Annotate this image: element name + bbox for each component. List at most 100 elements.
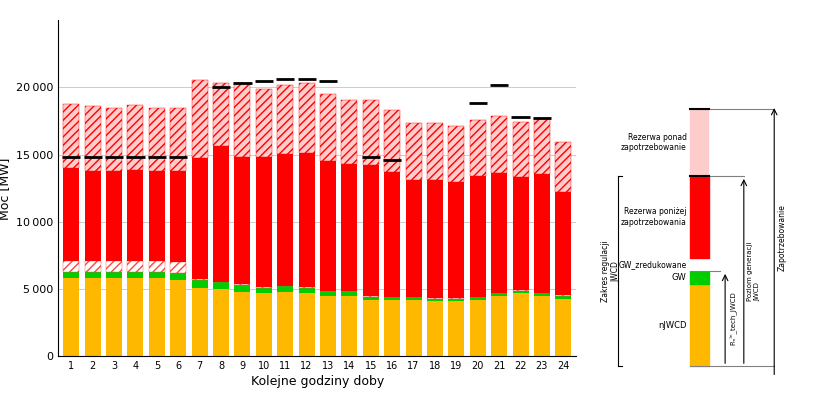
Bar (235, 284, 250, 285)
Bar (513, 122, 529, 177)
Bar (384, 300, 400, 356)
Bar (299, 153, 315, 287)
Bar (406, 296, 422, 297)
Bar (362, 100, 379, 165)
Bar (384, 297, 400, 300)
Bar (690, 284, 709, 366)
Bar (235, 83, 250, 157)
Bar (320, 290, 336, 291)
Bar (342, 100, 357, 164)
Bar (149, 272, 164, 278)
Bar (534, 174, 550, 292)
Bar (235, 285, 250, 292)
Bar (690, 109, 709, 176)
Bar (342, 291, 357, 296)
Bar (427, 298, 443, 301)
Bar (299, 287, 315, 288)
Bar (106, 261, 122, 272)
Bar (320, 291, 336, 296)
Bar (277, 85, 293, 154)
Bar (84, 278, 101, 356)
Bar (149, 278, 164, 356)
Bar (106, 171, 122, 261)
Bar (320, 94, 336, 162)
Bar (690, 271, 709, 284)
Bar (191, 279, 208, 280)
Bar (191, 80, 208, 158)
Bar (63, 261, 79, 272)
Bar (128, 170, 144, 261)
Bar (170, 171, 186, 262)
Bar (170, 280, 186, 356)
Bar (170, 262, 186, 273)
Bar (106, 278, 122, 356)
Text: nJWCD: nJWCD (658, 321, 686, 330)
Bar (555, 142, 571, 192)
Bar (491, 173, 507, 292)
Bar (106, 272, 122, 278)
Bar (406, 123, 422, 179)
Text: GW: GW (672, 273, 686, 282)
Bar (149, 108, 164, 171)
Bar (362, 165, 379, 296)
Bar (534, 292, 550, 293)
Y-axis label: Moc [MW]: Moc [MW] (0, 157, 11, 220)
Bar (406, 297, 422, 300)
Bar (191, 158, 208, 279)
Bar (470, 297, 486, 300)
Bar (213, 83, 229, 146)
Bar (84, 106, 101, 171)
Bar (84, 261, 101, 272)
Bar (63, 278, 79, 356)
Bar (63, 168, 79, 261)
Bar (128, 272, 144, 278)
Bar (170, 273, 186, 280)
Bar (690, 258, 709, 271)
Bar (342, 290, 357, 291)
Bar (277, 286, 293, 292)
Bar (342, 296, 357, 356)
Bar (555, 295, 571, 296)
Bar (256, 90, 272, 157)
Bar (256, 288, 272, 293)
Bar (555, 298, 571, 356)
Bar (491, 292, 507, 293)
Text: Zapotrzebowanie: Zapotrzebowanie (777, 204, 787, 271)
Bar (277, 154, 293, 286)
Bar (448, 301, 464, 356)
Text: Rezerwa poniżej
zapotrzebowania: Rezerwa poniżej zapotrzebowania (620, 207, 686, 227)
Text: Poziom generacji
JWCD: Poziom generacji JWCD (747, 241, 761, 301)
Bar (513, 293, 529, 356)
Bar (362, 300, 379, 356)
Text: Zakres regulacji
JWCD: Zakres regulacji JWCD (601, 240, 620, 302)
Bar (320, 162, 336, 290)
Bar (128, 105, 144, 170)
Bar (491, 296, 507, 356)
Bar (406, 179, 422, 296)
Bar (256, 293, 272, 356)
Bar (534, 293, 550, 296)
Bar (491, 293, 507, 296)
Bar (106, 108, 122, 171)
Bar (299, 293, 315, 356)
Bar (427, 301, 443, 356)
Bar (63, 272, 79, 278)
Bar (213, 282, 229, 289)
Bar (555, 192, 571, 295)
Bar (299, 83, 315, 153)
Text: GW_zredukowane: GW_zredukowane (618, 260, 686, 269)
Bar (427, 123, 443, 179)
Bar (470, 296, 486, 297)
Bar (534, 118, 550, 174)
Text: Pₘᴵⁿ_tech_JWCD: Pₘᴵⁿ_tech_JWCD (729, 292, 736, 345)
Bar (299, 288, 315, 293)
Bar (448, 182, 464, 298)
Bar (149, 261, 164, 272)
Bar (384, 110, 400, 172)
Bar (342, 164, 357, 290)
Bar (534, 296, 550, 356)
Bar (191, 280, 208, 288)
Bar (555, 296, 571, 298)
Bar (470, 120, 486, 175)
Bar (191, 288, 208, 356)
